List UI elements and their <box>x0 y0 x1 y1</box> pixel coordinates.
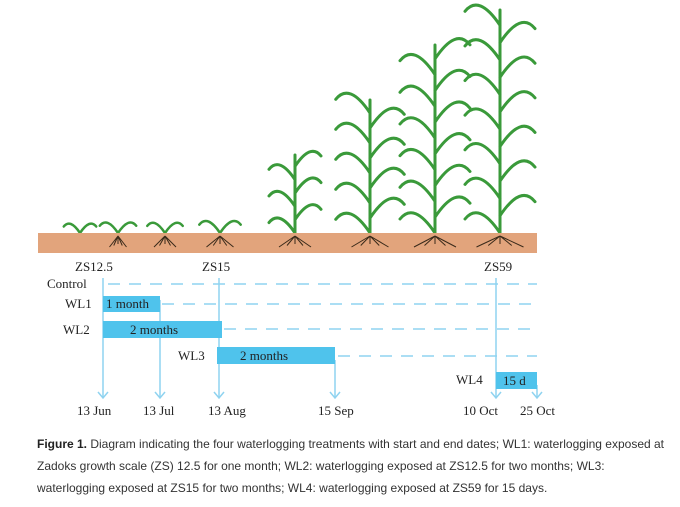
plant-roots <box>278 235 312 248</box>
date-13-jul: 13 Jul <box>143 403 175 418</box>
wheat-plant <box>398 37 472 237</box>
date-25-oct: 25 Oct <box>520 403 555 418</box>
waterlogging-diagram: ZS12.5 ZS15 ZS59 Control WL1 WL2 WL3 WL4… <box>38 3 555 418</box>
caption-label: Figure 1. <box>37 437 88 451</box>
date-10-oct: 10 Oct <box>463 403 498 418</box>
plant-roots <box>206 235 234 248</box>
plant-leaves <box>198 219 242 235</box>
wl2-bar-label: 2 months <box>130 322 178 337</box>
row-label-wl1: WL1 <box>65 296 92 311</box>
wl2-bar <box>103 321 222 338</box>
wl4-bar <box>496 372 537 389</box>
row-label-control: Control <box>47 276 87 291</box>
plant-leaves <box>463 3 537 237</box>
wl4-bar-label: 15 d <box>503 373 526 388</box>
plant-roots <box>413 235 457 248</box>
stage-label-zs12-5: ZS12.5 <box>75 259 113 274</box>
wheat-plant <box>334 91 406 237</box>
stage-label-zs15: ZS15 <box>202 259 230 274</box>
wheat-plant <box>98 221 138 235</box>
plant-roots <box>351 235 389 248</box>
plant-leaves <box>98 221 138 235</box>
wl1-bar <box>103 296 160 312</box>
dashed-lines <box>108 283 537 357</box>
caption-text: Diagram indicating the four waterlogging… <box>37 437 665 495</box>
plant-leaves <box>334 91 406 237</box>
wl1-bar-label: 1 month <box>106 296 149 311</box>
wheat-plant <box>267 149 323 237</box>
wl3-bar-label: 2 months <box>240 348 288 363</box>
plant-leaves <box>146 221 184 235</box>
date-13-aug: 13 Aug <box>208 403 246 418</box>
row-label-wl3: WL3 <box>178 348 205 363</box>
stage-label-zs59: ZS59 <box>484 259 512 274</box>
wheat-plant <box>62 222 98 235</box>
plant-leaves <box>398 37 472 237</box>
wl3-bar <box>217 347 335 364</box>
row-label-wl2: WL2 <box>63 322 90 337</box>
wheat-plant <box>198 219 242 235</box>
roots-group <box>109 235 524 248</box>
plant-roots <box>109 235 127 248</box>
plants-group <box>62 3 537 237</box>
date-15-sep: 15 Sep <box>318 403 354 418</box>
plant-roots <box>153 235 177 248</box>
date-13-jun: 13 Jun <box>77 403 112 418</box>
plant-leaves <box>267 149 323 237</box>
row-label-wl4: WL4 <box>456 372 483 387</box>
plant-leaves <box>62 222 98 235</box>
figure-caption: Figure 1. Diagram indicating the four wa… <box>37 433 667 499</box>
wheat-plant <box>463 3 537 237</box>
wheat-plant <box>146 221 184 235</box>
plant-roots <box>476 235 524 248</box>
